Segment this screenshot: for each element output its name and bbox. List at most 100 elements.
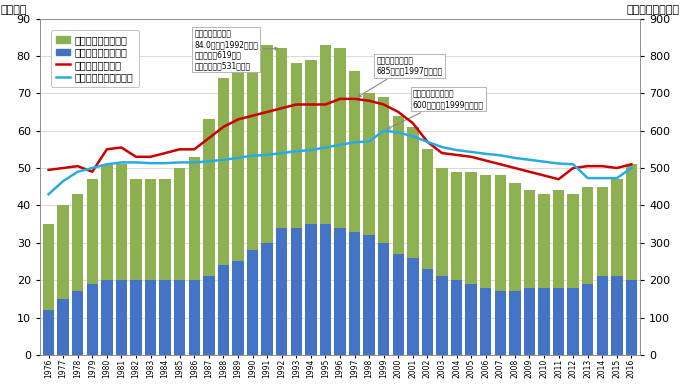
Bar xyxy=(159,179,171,280)
就業者数（万人） xyxy=(190,147,199,152)
Bar xyxy=(539,288,549,355)
許可業者数（千業者） xyxy=(628,166,636,170)
Bar xyxy=(174,280,186,355)
Bar xyxy=(466,284,477,355)
Bar xyxy=(116,280,127,355)
Bar xyxy=(422,149,433,269)
Bar xyxy=(451,280,462,355)
就業者数（万人） xyxy=(161,151,169,156)
許可業者数（千業者） xyxy=(467,150,475,154)
許可業者数（千業者） xyxy=(132,160,140,165)
就業者数（万人） xyxy=(365,98,373,103)
許可業者数（千業者） xyxy=(394,130,403,135)
Bar xyxy=(203,276,214,355)
Bar xyxy=(101,164,112,280)
許可業者数（千業者） xyxy=(307,148,315,152)
就業者数（万人） xyxy=(452,152,460,157)
Bar xyxy=(72,291,84,355)
許可業者数（千業者） xyxy=(73,169,82,174)
就業者数（万人） xyxy=(175,147,184,152)
Bar xyxy=(349,71,360,232)
Bar xyxy=(364,93,375,235)
Text: 就業者数のピーク
685万人（1997年平均）: 就業者数のピーク 685万人（1997年平均） xyxy=(358,56,443,97)
Bar xyxy=(159,280,171,355)
許可業者数（千業者） xyxy=(379,128,388,133)
Bar xyxy=(407,127,419,258)
就業者数（万人） xyxy=(394,110,403,114)
許可業者数（千業者） xyxy=(118,160,126,165)
Bar xyxy=(261,243,273,355)
就業者数（万人） xyxy=(569,166,577,170)
就業者数（万人） xyxy=(583,164,592,169)
許可業者数（千業者） xyxy=(234,156,242,160)
就業者数（万人） xyxy=(59,166,67,170)
Bar xyxy=(203,119,214,276)
Bar xyxy=(596,276,608,355)
就業者数（万人） xyxy=(205,136,213,141)
就業者数（万人） xyxy=(554,177,562,182)
Bar xyxy=(568,288,579,355)
Bar xyxy=(57,299,69,355)
許可業者数（千業者） xyxy=(511,156,519,160)
就業者数（万人） xyxy=(118,145,126,150)
就業者数（万人） xyxy=(438,151,446,156)
Bar xyxy=(437,168,447,276)
Bar xyxy=(233,262,243,355)
Bar xyxy=(349,232,360,355)
許可業者数（千業者） xyxy=(613,176,621,180)
Bar xyxy=(305,60,316,224)
Bar xyxy=(116,164,127,280)
許可業者数（千業者） xyxy=(569,162,577,167)
許可業者数（千業者） xyxy=(409,134,417,139)
Bar xyxy=(145,280,156,355)
就業者数（万人） xyxy=(628,162,636,167)
就業者数（万人） xyxy=(322,102,330,107)
許可業者数（千業者） xyxy=(220,157,228,162)
Bar xyxy=(72,194,84,291)
Bar xyxy=(86,284,98,355)
就業者数（万人） xyxy=(496,162,505,167)
Bar xyxy=(437,276,447,355)
就業者数（万人） xyxy=(511,166,519,170)
許可業者数（千業者） xyxy=(350,140,358,144)
Bar xyxy=(378,97,390,243)
許可業者数（千業者） xyxy=(103,162,111,167)
Bar xyxy=(364,235,375,355)
許可業者数（千業者） xyxy=(365,139,373,144)
就業者数（万人） xyxy=(220,124,228,129)
Bar xyxy=(407,258,419,355)
Bar xyxy=(466,172,477,284)
Bar xyxy=(276,228,288,355)
Bar xyxy=(509,183,521,291)
就業者数（万人） xyxy=(613,166,621,170)
許可業者数（千業者） xyxy=(263,152,271,157)
Bar xyxy=(626,280,637,355)
就業者数（万人） xyxy=(598,164,607,169)
Bar xyxy=(174,168,186,280)
Bar xyxy=(568,194,579,288)
Bar xyxy=(553,190,564,288)
Bar xyxy=(188,157,200,280)
許可業者数（千業者） xyxy=(540,159,548,164)
Bar xyxy=(451,172,462,280)
許可業者数（千業者） xyxy=(496,153,505,157)
Bar xyxy=(509,291,521,355)
許可業者数（千業者） xyxy=(44,192,52,197)
許可業者数（千業者） xyxy=(554,161,562,166)
Bar xyxy=(480,175,492,288)
Bar xyxy=(290,63,302,228)
Bar xyxy=(320,45,331,224)
許可業者数（千業者） xyxy=(481,152,490,156)
Bar xyxy=(335,48,345,228)
Bar xyxy=(290,228,302,355)
Bar xyxy=(305,224,316,355)
許可業者数（千業者） xyxy=(292,149,301,154)
就業者数（万人） xyxy=(234,117,242,122)
Bar xyxy=(43,310,54,355)
Bar xyxy=(494,175,506,291)
Bar xyxy=(86,179,98,284)
許可業者数（千業者） xyxy=(146,161,154,166)
許可業者数（千業者） xyxy=(424,139,432,144)
Text: （千業者、万人）: （千業者、万人） xyxy=(626,5,679,15)
Bar xyxy=(335,228,345,355)
